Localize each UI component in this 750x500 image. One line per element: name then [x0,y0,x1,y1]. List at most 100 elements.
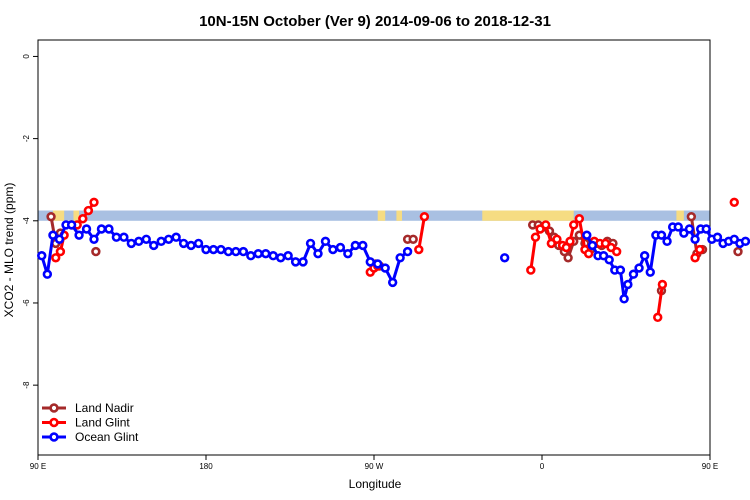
land-glint-point [583,248,594,259]
land-glint-point [78,214,88,224]
ocean-glint-point [171,232,181,242]
ocean-glint-point [74,230,84,240]
legend-swatch-point [49,432,59,442]
ocean-glint-point [119,232,129,242]
ocean-glint-point [186,240,196,251]
land-nadir-point [686,211,697,222]
land-nadir-point [563,253,573,263]
land-glint-point [657,279,668,290]
land-glint-point [574,214,585,224]
ocean-glint-point [238,246,249,257]
chart-title: 10N-15N October (Ver 9) 2014-09-06 to 20… [199,13,551,30]
land-glint-point [552,234,562,244]
land-glint-point [541,220,551,230]
land-glint-point [51,253,61,263]
ocean-glint-point [126,238,137,249]
map-strip-land [73,210,80,221]
x-tick-label: 90 E [702,462,718,471]
ocean-glint-point [673,222,683,232]
ocean-glint-point [305,238,316,249]
ocean-glint-point [223,246,234,257]
x-tick-label: 0 [540,462,545,471]
legend-swatch-point [49,403,59,413]
legend-label: Land Nadir [75,401,134,415]
legend-label: Land Glint [75,416,130,430]
ocean-glint-point [37,251,47,261]
ocean-glint-point [290,257,301,267]
ocean-glint-point [313,248,323,259]
ocean-glint-point [373,259,383,269]
ocean-glint-point [380,263,390,273]
ocean-glint-point [261,248,271,259]
ocean-glint-point [268,251,278,261]
ocean-glint-point [662,236,672,247]
y-tick-label: -6 [22,299,31,307]
ocean-glint-point [358,240,368,251]
legend-item-land-nadir: Land Nadir [42,401,134,415]
ocean-glint-point [582,230,592,240]
ocean-glint-point [639,251,650,261]
ocean-glint-point [134,236,144,247]
map-strip-land [396,210,402,221]
ocean-glint-point [89,234,99,244]
ocean-glint-point [623,279,633,290]
ocean-glint-point [178,238,189,249]
ocean-glint-point [111,232,122,242]
ocean-glint-point [634,263,644,273]
ocean-glint-point [499,253,510,263]
land-glint-line [656,284,664,318]
ocean-glint-point [216,244,226,255]
legend-swatch-point [49,417,59,428]
ocean-glint-point [96,224,107,234]
legend-item-land-glint: Land Glint [42,416,130,430]
map-strip-land [482,210,574,221]
ocean-glint-point [66,220,77,230]
y-tick-label: -8 [22,381,31,389]
land-glint-point [419,211,430,222]
land-nadir-point [733,246,743,257]
ocean-glint-point [328,244,338,255]
land-glint-point [414,244,424,255]
ocean-glint-point [201,244,211,255]
ocean-glint-point [628,269,639,279]
x-tick-label: 90 E [30,462,46,471]
ocean-glint-point [283,251,293,261]
ocean-glint-point [350,240,361,251]
y-axis-label: XCO2 - MLO trend (ppm) [2,183,16,318]
ocean-glint-point [149,240,159,251]
land-glint-point [526,265,536,275]
ocean-glint-point [402,246,413,257]
ocean-glint-point [740,236,750,247]
ocean-glint-point [320,236,331,247]
ocean-glint-point [615,265,626,275]
ocean-glint-point [387,277,398,288]
ocean-glint-point [712,232,723,242]
ocean-glint-point [365,257,375,267]
ocean-glint-point [684,224,695,234]
ocean-glint-point [193,238,204,249]
ocean-glint-point [343,248,353,259]
land-glint-point [565,236,575,247]
ocean-glint-point [141,234,151,244]
series-layer [37,197,750,323]
land-nadir-point [46,211,56,222]
ocean-glint-point [604,255,614,265]
land-glint-point [690,253,700,263]
y-axis: 0 -2 -4 -6 -8 [22,54,38,389]
ocean-glint-point [54,234,65,244]
ocean-glint-point [298,257,308,267]
land-glint-point [569,220,579,230]
y-tick-label: -2 [22,135,31,143]
land-glint-point [611,246,622,257]
land-glint-point [55,246,66,257]
ocean-glint-point [395,253,405,263]
land-glint-line [417,216,426,250]
ocean-glint-point [690,234,700,244]
x-tick-label: 90 W [365,462,384,471]
map-strip-land [52,210,65,221]
y-tick-label: -4 [22,217,31,225]
ocean-glint-point [619,294,629,304]
map-strip-land [676,210,684,221]
map-strip [38,210,710,221]
